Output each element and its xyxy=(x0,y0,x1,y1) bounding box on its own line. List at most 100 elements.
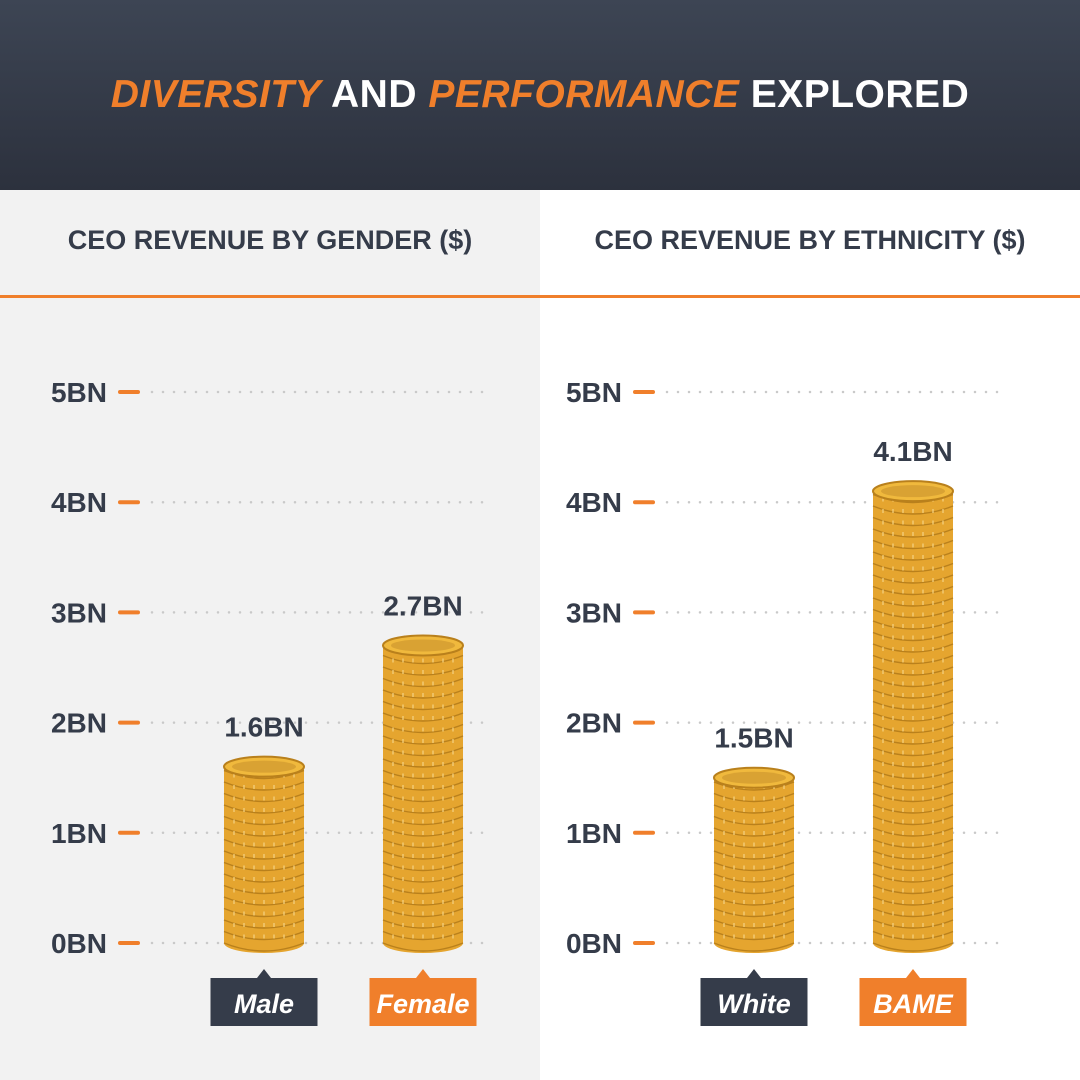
y-tick-label: 0BN xyxy=(566,928,622,959)
coin-edge xyxy=(382,792,464,803)
bar-top-inner xyxy=(232,760,296,773)
coin-edge xyxy=(223,919,305,929)
coin-edge xyxy=(872,562,954,573)
coin-edge xyxy=(223,873,305,883)
coin-edge xyxy=(713,792,795,803)
y-tick-label: 3BN xyxy=(51,597,107,628)
coin-edge xyxy=(872,666,954,676)
coin-edge xyxy=(382,677,464,688)
coin-edge xyxy=(223,942,305,952)
bar-body xyxy=(714,777,794,943)
coin-edge xyxy=(223,896,305,906)
coin-edge xyxy=(872,942,954,952)
category-label: White xyxy=(717,989,791,1019)
coin-edge xyxy=(872,746,954,757)
y-tick-label: 3BN xyxy=(566,597,622,628)
coin-edge xyxy=(713,896,795,906)
coin-edge xyxy=(382,712,464,722)
coin-edge xyxy=(872,620,954,630)
coin-edge xyxy=(872,654,954,665)
coin-edge xyxy=(713,930,795,941)
coin-edge xyxy=(872,815,954,826)
y-tick-label: 4BN xyxy=(566,487,622,518)
coin-edge xyxy=(872,585,954,596)
coin-edge xyxy=(382,838,464,849)
ethnicity-chart-title: CEO REVENUE BY ETHNICITY ($) xyxy=(594,225,1026,255)
category-label: BAME xyxy=(873,989,953,1019)
coin-edge xyxy=(872,781,954,791)
coin-edge xyxy=(872,505,954,515)
coin-edge xyxy=(872,608,954,619)
coin-edge xyxy=(872,919,954,929)
coin-edge xyxy=(872,643,954,653)
coin-edge xyxy=(872,804,954,814)
coin-edge xyxy=(223,861,305,872)
bar-top-inner xyxy=(391,639,455,652)
coin-edge xyxy=(872,735,954,745)
coin-edge xyxy=(872,930,954,941)
coin-edge xyxy=(223,792,305,803)
coin-edge xyxy=(382,896,464,906)
coin-edge xyxy=(223,930,305,941)
category-tag xyxy=(369,978,477,1026)
value-label: 4.1BN xyxy=(873,436,952,467)
bar xyxy=(223,755,305,953)
bar-body xyxy=(383,645,463,943)
header-banner: DIVERSITY AND PERFORMANCE EXPLORED xyxy=(0,0,1080,190)
category-tag xyxy=(210,978,318,1026)
coin-edge xyxy=(382,781,464,791)
coin-edge xyxy=(382,907,464,918)
bar-top-inner xyxy=(881,485,945,498)
coin-edge xyxy=(713,861,795,872)
coin-edge xyxy=(382,861,464,872)
coin-edge xyxy=(872,723,954,734)
coin-edge xyxy=(872,516,954,527)
coin-edge xyxy=(223,884,305,895)
bar xyxy=(713,766,795,953)
coin-edge xyxy=(872,896,954,906)
y-tick-label: 0BN xyxy=(51,928,107,959)
coin-edge xyxy=(713,919,795,929)
coin-edge xyxy=(382,827,464,837)
coin-edge xyxy=(872,712,954,722)
coin-edge xyxy=(382,735,464,745)
coin-edge xyxy=(382,769,464,780)
coin-edge xyxy=(382,666,464,676)
title-part-performance: PERFORMANCE xyxy=(428,73,740,116)
coin-edge xyxy=(382,758,464,768)
coin-edge xyxy=(713,942,795,952)
coin-edge xyxy=(223,804,305,814)
coin-edge xyxy=(713,827,795,837)
coin-edge xyxy=(382,884,464,895)
coin-edge xyxy=(872,689,954,699)
y-tick-label: 5BN xyxy=(51,377,107,408)
y-tick-label: 2BN xyxy=(51,708,107,739)
value-label: 2.7BN xyxy=(383,590,462,621)
coin-edge xyxy=(223,850,305,860)
coin-edge xyxy=(872,677,954,688)
coin-edge xyxy=(872,873,954,883)
title-part-diversity: DIVERSITY xyxy=(110,73,322,116)
bar-top-inner xyxy=(722,771,786,784)
coin-edge xyxy=(713,873,795,883)
coin-edge xyxy=(872,539,954,550)
coin-edge xyxy=(382,942,464,952)
coin-edge xyxy=(382,850,464,860)
category-tag-pointer xyxy=(416,969,430,978)
page-title: DIVERSITY AND PERFORMANCE EXPLORED xyxy=(111,73,969,117)
coin-edge xyxy=(872,838,954,849)
coin-edge xyxy=(713,804,795,814)
category-tag-pointer xyxy=(257,969,271,978)
ethnicity-chart-panel xyxy=(540,190,1080,1080)
coin-edge xyxy=(872,827,954,837)
coin-edge xyxy=(382,815,464,826)
coin-edge xyxy=(713,838,795,849)
coin-edge xyxy=(872,528,954,538)
coin-edge xyxy=(872,700,954,711)
coin-edge xyxy=(872,574,954,584)
coin-edge xyxy=(382,919,464,929)
bar xyxy=(872,480,954,953)
coin-edge xyxy=(382,804,464,814)
category-tag-pointer xyxy=(747,969,761,978)
